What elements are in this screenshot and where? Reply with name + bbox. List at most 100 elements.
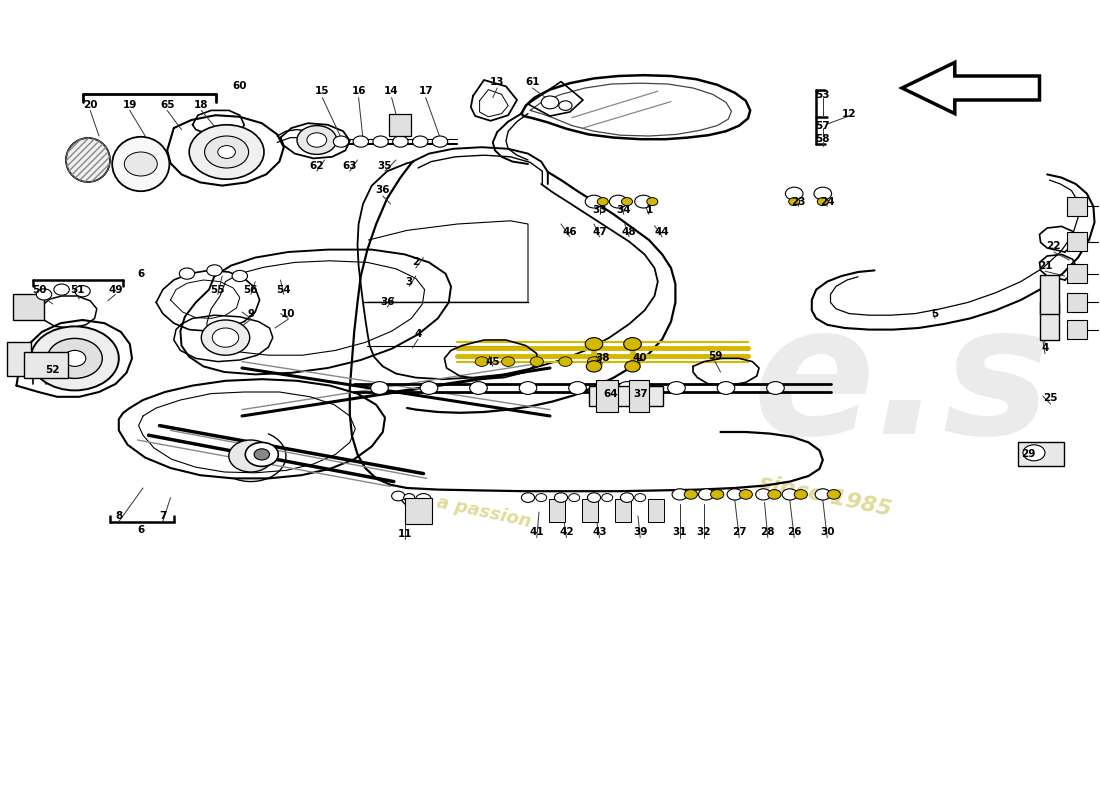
Text: 2: 2 xyxy=(412,258,419,267)
Text: 12: 12 xyxy=(842,109,857,118)
Circle shape xyxy=(245,442,278,466)
Circle shape xyxy=(618,382,636,394)
Circle shape xyxy=(602,494,613,502)
Text: 53: 53 xyxy=(815,90,830,100)
Text: 39: 39 xyxy=(632,527,648,537)
Circle shape xyxy=(307,133,327,147)
Circle shape xyxy=(393,136,408,147)
Bar xyxy=(1040,302,1059,340)
Circle shape xyxy=(31,326,119,390)
Text: 60: 60 xyxy=(232,81,248,90)
Circle shape xyxy=(698,489,714,500)
Circle shape xyxy=(412,136,428,147)
Circle shape xyxy=(684,490,697,499)
Ellipse shape xyxy=(66,138,110,182)
Circle shape xyxy=(392,491,405,501)
Text: 55: 55 xyxy=(210,285,225,294)
Circle shape xyxy=(668,382,685,394)
Circle shape xyxy=(569,494,580,502)
Text: 37: 37 xyxy=(632,389,648,398)
Circle shape xyxy=(75,286,90,297)
Text: 54: 54 xyxy=(276,285,292,294)
Circle shape xyxy=(536,494,547,502)
Text: 34: 34 xyxy=(616,205,631,214)
Ellipse shape xyxy=(112,137,169,191)
Circle shape xyxy=(1023,445,1045,461)
Text: 64: 64 xyxy=(603,389,618,398)
Circle shape xyxy=(625,361,640,372)
Circle shape xyxy=(124,152,157,176)
Bar xyxy=(1067,197,1087,216)
Text: 56: 56 xyxy=(243,285,258,294)
Text: 14: 14 xyxy=(384,86,399,96)
Circle shape xyxy=(794,490,807,499)
Bar xyxy=(1040,275,1059,314)
Circle shape xyxy=(756,489,771,500)
Text: 27: 27 xyxy=(732,527,747,537)
Text: 4: 4 xyxy=(415,330,421,339)
Circle shape xyxy=(189,125,264,179)
Circle shape xyxy=(789,198,800,206)
Text: 21: 21 xyxy=(1037,261,1053,270)
Circle shape xyxy=(54,284,69,295)
Text: 10: 10 xyxy=(280,309,296,318)
Text: 8: 8 xyxy=(116,511,122,521)
Circle shape xyxy=(587,357,601,366)
Circle shape xyxy=(179,268,195,279)
Text: 30: 30 xyxy=(820,527,835,537)
Circle shape xyxy=(647,198,658,206)
Text: 20: 20 xyxy=(82,100,98,110)
Text: 18: 18 xyxy=(194,100,209,110)
Text: 42: 42 xyxy=(559,527,574,537)
Circle shape xyxy=(717,382,735,394)
Text: 33: 33 xyxy=(592,205,607,214)
Text: 28: 28 xyxy=(760,527,775,537)
Text: 13: 13 xyxy=(490,77,505,86)
Text: 59: 59 xyxy=(707,351,723,361)
Text: 25: 25 xyxy=(1043,394,1058,403)
Text: since 1985: since 1985 xyxy=(757,472,893,520)
Text: 62: 62 xyxy=(309,162,324,171)
Circle shape xyxy=(232,270,248,282)
Circle shape xyxy=(597,198,608,206)
Polygon shape xyxy=(902,62,1040,114)
Circle shape xyxy=(333,136,349,147)
Text: 58: 58 xyxy=(815,134,830,144)
Circle shape xyxy=(420,382,438,394)
Circle shape xyxy=(416,494,431,505)
Circle shape xyxy=(739,490,752,499)
Text: 26: 26 xyxy=(786,527,802,537)
Text: 44: 44 xyxy=(654,227,670,237)
Circle shape xyxy=(205,136,249,168)
Circle shape xyxy=(672,489,688,500)
Text: 29: 29 xyxy=(1021,450,1036,459)
Text: 35: 35 xyxy=(377,162,393,171)
Text: 23: 23 xyxy=(791,197,806,206)
Circle shape xyxy=(585,195,603,208)
Circle shape xyxy=(64,350,86,366)
Circle shape xyxy=(620,493,634,502)
Text: 5: 5 xyxy=(932,309,938,318)
Bar xyxy=(7,342,31,376)
Text: 57: 57 xyxy=(815,121,830,130)
Circle shape xyxy=(711,490,724,499)
Text: 32: 32 xyxy=(696,527,712,537)
Text: 63: 63 xyxy=(342,162,358,171)
Circle shape xyxy=(586,361,602,372)
Circle shape xyxy=(768,490,781,499)
Text: e.s: e.s xyxy=(752,296,1052,472)
Bar xyxy=(629,380,649,412)
Circle shape xyxy=(404,494,415,502)
Text: 11: 11 xyxy=(397,530,412,539)
Bar xyxy=(1067,293,1087,312)
Text: a passion: a passion xyxy=(436,493,532,531)
Text: 6: 6 xyxy=(138,269,144,278)
Circle shape xyxy=(521,493,535,502)
Circle shape xyxy=(201,320,250,355)
Text: 38: 38 xyxy=(595,354,610,363)
Circle shape xyxy=(373,136,388,147)
Circle shape xyxy=(554,493,568,502)
Text: 50: 50 xyxy=(32,285,47,294)
Circle shape xyxy=(530,357,543,366)
Circle shape xyxy=(767,382,784,394)
